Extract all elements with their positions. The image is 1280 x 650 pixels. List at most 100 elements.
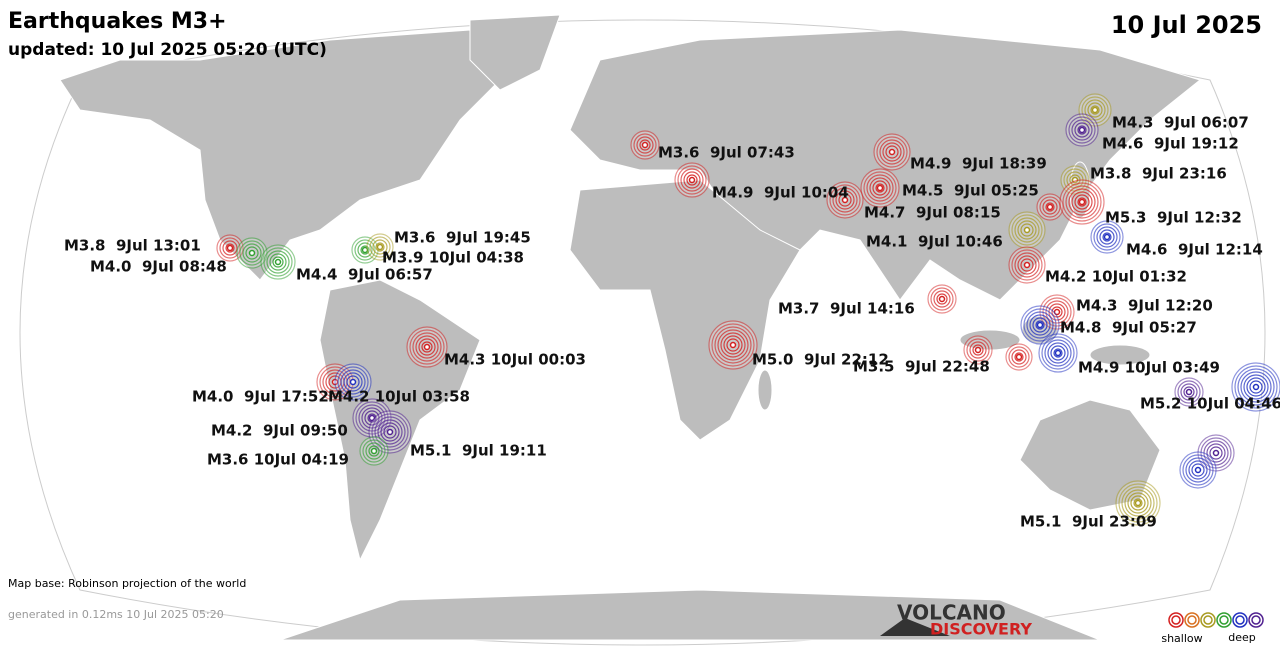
quake-marker[interactable] <box>334 363 372 401</box>
ring <box>876 136 908 168</box>
ring <box>1050 345 1066 361</box>
quake-label: M4.6 9Jul 12:14 <box>1126 241 1263 259</box>
quake-marker[interactable] <box>1179 451 1217 489</box>
quake-label: M4.1 9Jul 10:46 <box>866 233 1003 251</box>
ring <box>242 243 262 263</box>
quake-marker[interactable] <box>366 233 394 261</box>
ring <box>1081 96 1109 124</box>
ring <box>1133 498 1143 508</box>
ring <box>969 341 987 359</box>
quake-marker[interactable] <box>1008 246 1046 284</box>
ring <box>1032 317 1048 333</box>
ring <box>1077 125 1087 135</box>
quake-marker[interactable] <box>708 320 758 370</box>
quake-marker[interactable] <box>1231 362 1280 412</box>
ring <box>1177 380 1201 404</box>
quake-marker[interactable] <box>873 133 911 171</box>
quake-marker[interactable] <box>963 335 993 365</box>
ring <box>879 139 905 165</box>
ring <box>974 346 982 354</box>
ring <box>349 378 357 386</box>
ring <box>1127 492 1149 514</box>
ring <box>418 338 436 356</box>
ring <box>1240 371 1272 403</box>
ring <box>1017 220 1037 240</box>
generated: generated in 0.12ms 10 Jul 2025 05:20 <box>8 608 224 621</box>
ring <box>1243 374 1269 400</box>
ring <box>1103 233 1111 241</box>
quake-label: M5.0 9Jul 22:12 <box>752 351 889 369</box>
ring <box>274 258 282 266</box>
map-base: Map base: Robinson projection of the wor… <box>8 577 246 590</box>
ring <box>1020 223 1034 237</box>
ring <box>1044 339 1072 367</box>
ring <box>225 243 235 253</box>
ring <box>415 335 439 359</box>
ring <box>372 239 388 255</box>
ring <box>1015 353 1023 361</box>
quake-marker[interactable] <box>1065 113 1099 147</box>
ring <box>1036 321 1044 329</box>
quake-label: M4.7 9Jul 08:15 <box>864 204 1001 222</box>
ring <box>1183 386 1195 398</box>
quake-marker[interactable] <box>368 410 412 454</box>
quake-label: M4.3 9Jul 12:20 <box>1076 297 1213 315</box>
ring <box>1102 232 1112 242</box>
ring <box>1023 226 1031 234</box>
quake-marker[interactable] <box>826 181 864 219</box>
quake-marker[interactable] <box>1090 220 1124 254</box>
ring <box>729 341 737 349</box>
ring <box>1054 349 1062 357</box>
ring <box>866 174 894 202</box>
quake-marker[interactable] <box>927 284 957 314</box>
quake-label: M4.8 9Jul 05:27 <box>1060 319 1197 337</box>
ring <box>636 136 654 154</box>
ring <box>1249 380 1263 394</box>
ring <box>269 253 287 271</box>
quake-marker[interactable] <box>1036 193 1064 221</box>
ring <box>938 295 946 303</box>
ring <box>876 184 884 192</box>
ring <box>412 332 442 362</box>
quake-marker[interactable] <box>1174 377 1204 407</box>
quake-marker[interactable] <box>406 326 448 368</box>
quake-marker[interactable] <box>359 436 389 466</box>
quake-label: M4.3 10Jul 00:03 <box>444 351 586 369</box>
ring <box>1011 349 1027 365</box>
quake-label: M5.1 9Jul 23:09 <box>1020 513 1157 531</box>
logo[interactable]: VOLCANO <box>897 601 1006 625</box>
logo[interactable]: DISCOVERY <box>930 620 1032 639</box>
title: Earthquakes M3+ <box>8 9 227 34</box>
ring <box>972 344 984 356</box>
ring <box>1087 102 1103 118</box>
quake-marker[interactable] <box>1115 480 1161 526</box>
quake-marker[interactable] <box>674 162 710 198</box>
quake-label: M5.1 9Jul 19:11 <box>410 442 547 460</box>
ring <box>266 250 290 274</box>
ring <box>226 244 234 252</box>
ring <box>421 341 433 353</box>
quake-marker[interactable] <box>1059 179 1105 225</box>
quake-marker[interactable] <box>1020 305 1060 345</box>
quake-label: M4.6 9Jul 19:12 <box>1102 135 1239 153</box>
quake-marker[interactable] <box>260 244 296 280</box>
legend-swatch <box>1248 612 1264 628</box>
ring <box>409 329 445 365</box>
ring <box>245 246 259 260</box>
quake-marker[interactable] <box>630 130 660 160</box>
quake-marker[interactable] <box>236 237 268 269</box>
ring <box>1121 486 1155 520</box>
ring <box>369 236 391 258</box>
quake-label: M4.0 9Jul 08:48 <box>90 258 227 276</box>
ring <box>1047 342 1069 364</box>
quake-marker[interactable] <box>1038 333 1078 373</box>
quake-marker[interactable] <box>1008 211 1046 249</box>
legend-swatch <box>1235 615 1245 625</box>
quake-label: M3.6 9Jul 19:45 <box>394 229 531 247</box>
quake-marker[interactable] <box>860 168 900 208</box>
ring <box>380 422 400 442</box>
ring <box>1090 105 1100 115</box>
ring <box>219 237 241 259</box>
quake-marker[interactable] <box>1005 343 1033 371</box>
ring <box>1093 223 1121 251</box>
